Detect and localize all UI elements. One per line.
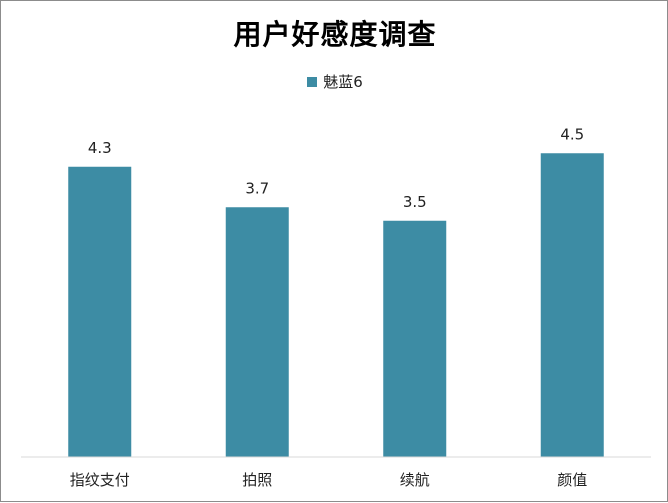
category-label-2: 续航 <box>400 471 430 489</box>
chart-legend: 魅蓝6 <box>1 71 668 92</box>
bar-3 <box>540 153 604 457</box>
value-label-3: 4.5 <box>560 125 584 143</box>
bar-2 <box>383 220 447 457</box>
value-labels-layer: 4.3 3.7 3.5 4.5 <box>88 125 584 211</box>
category-label-3: 颜值 <box>557 471 587 489</box>
bar-1 <box>225 207 289 457</box>
legend-swatch <box>307 76 318 87</box>
bar-0 <box>68 166 132 457</box>
tick-labels-layer: 指纹支付 拍照 续航 颜值 <box>70 471 588 489</box>
bars-layer <box>68 153 604 457</box>
chart-title: 用户好感度调查 <box>233 18 437 51</box>
category-label-0: 指纹支付 <box>70 471 130 489</box>
legend-label: 魅蓝6 <box>323 73 363 91</box>
value-label-0: 4.3 <box>88 139 112 157</box>
category-label-1: 拍照 <box>242 471 272 489</box>
value-label-1: 3.7 <box>245 179 269 197</box>
value-label-2: 3.5 <box>403 193 427 211</box>
